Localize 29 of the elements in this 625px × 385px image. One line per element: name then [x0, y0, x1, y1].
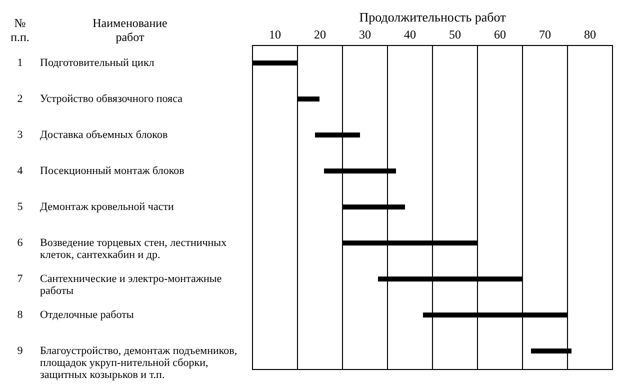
text: 1: [17, 57, 23, 69]
y-tick-label: Подготовительный цикл: [40, 57, 155, 69]
x-axis-title: Продолжительность работ: [359, 10, 506, 24]
text: № п.п.: [10, 16, 30, 44]
y-tick-label: Сантехнические и электро-монтажные работы: [40, 273, 222, 297]
y-tick-label: Доставка объемных блоков: [40, 129, 168, 141]
text: 6: [17, 237, 24, 249]
y-axis-title: Наименование работ: [92, 16, 168, 44]
y-tick-label: Устройство обвязочного пояса: [40, 93, 183, 105]
x-tick-label: 40: [404, 28, 416, 42]
x-tick-label: 80: [584, 28, 596, 42]
y-tick-label: Отделочные работы: [40, 309, 134, 321]
x-tick-label: 30: [359, 28, 371, 42]
y-tick-label: Посекционный монтаж блоков: [40, 165, 184, 177]
text: 3: [17, 129, 24, 141]
x-tick-label: 20: [314, 28, 326, 42]
x-tick-label: 70: [539, 28, 551, 42]
x-tick-label: 60: [494, 28, 506, 42]
text: 2: [17, 93, 23, 105]
text: 7: [17, 273, 24, 285]
text: 9: [17, 345, 24, 357]
x-tick-label: 10: [269, 28, 281, 42]
text: 4: [17, 165, 24, 177]
y-tick-label: Благоустройство, демонтаж подъемников, площадок укруп-нительной сборки, защитных козырьков и т.п.: [40, 345, 238, 381]
text: 5: [17, 201, 24, 213]
y-tick-label: Демонтаж кровельной части: [40, 201, 174, 213]
y-tick-label: Возведение торцевых стен, лестничных клеток, сантехкабин и др.: [40, 237, 228, 261]
text: 8: [17, 309, 24, 321]
x-tick-label: 50: [449, 28, 461, 42]
